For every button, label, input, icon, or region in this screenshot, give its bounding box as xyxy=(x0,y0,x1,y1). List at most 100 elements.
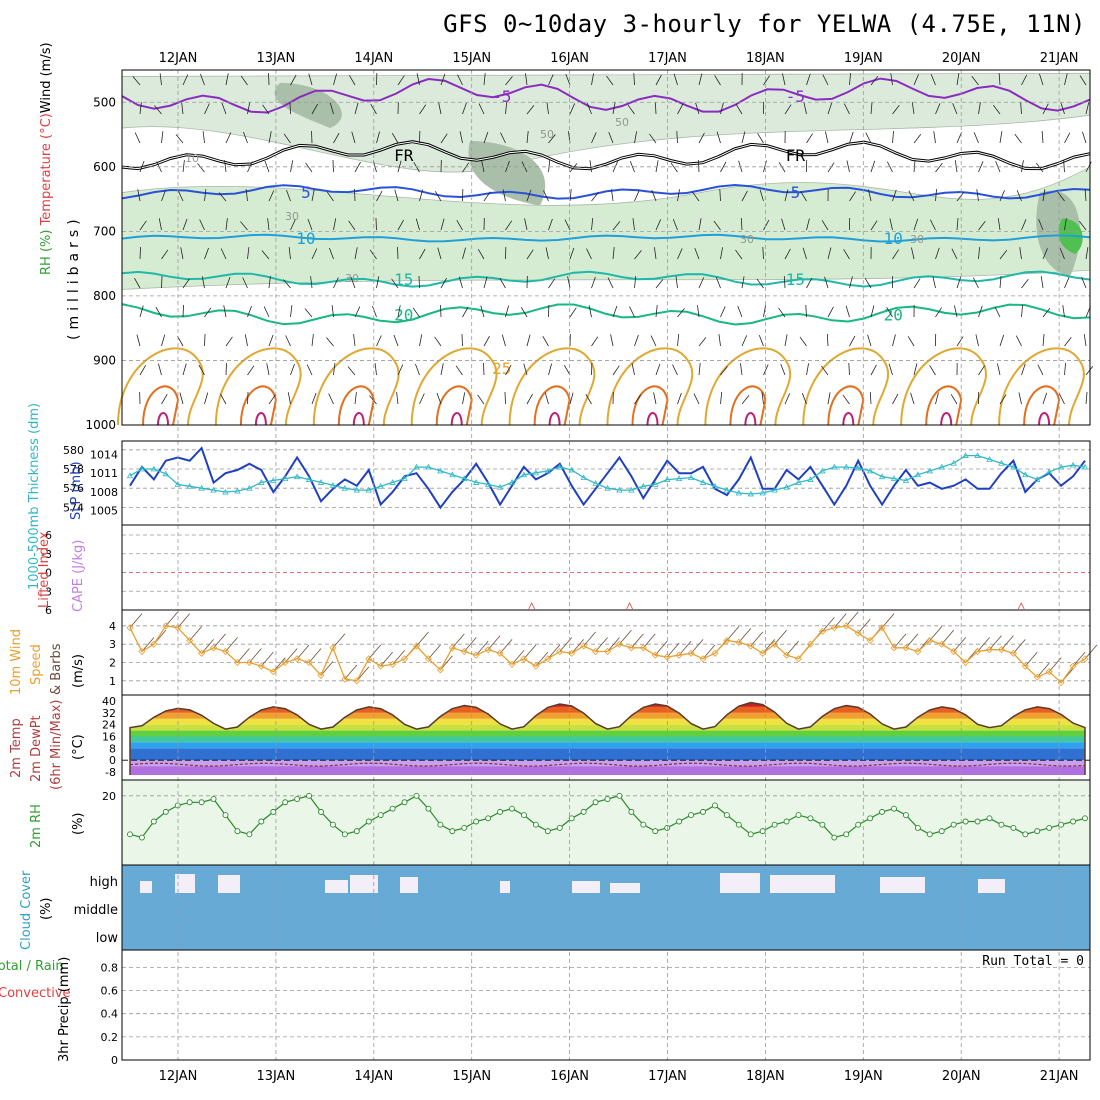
wind-barb-10m xyxy=(380,651,393,667)
temp-contour-30 xyxy=(729,385,767,426)
wind-barb xyxy=(913,160,916,173)
ytick-label: 3 xyxy=(109,638,116,651)
temp-contour-25 xyxy=(704,347,792,426)
temp-contour-25 xyxy=(312,347,400,426)
wind-barb xyxy=(978,247,980,260)
wind-barb xyxy=(1040,276,1044,289)
wind-barb xyxy=(677,189,680,202)
wind-barb xyxy=(869,392,872,405)
wind-speed-point xyxy=(377,662,385,670)
thickness-point xyxy=(795,479,802,485)
wind-barb xyxy=(870,220,878,231)
wind-barb-10m xyxy=(1025,651,1038,667)
wind-barb xyxy=(892,104,900,115)
wind-barb xyxy=(329,247,334,260)
wind-barb xyxy=(870,102,873,115)
wind-barb xyxy=(161,275,163,289)
wind-barb xyxy=(952,103,958,115)
wind-barb xyxy=(935,392,939,405)
wind-barb xyxy=(784,248,791,260)
panel-frame-precip xyxy=(121,949,1091,1061)
wind-barb-10m xyxy=(487,635,501,650)
rh-point xyxy=(807,815,814,822)
wind-barb xyxy=(1016,190,1022,202)
rh-point xyxy=(771,821,778,828)
wind-barb xyxy=(913,278,921,289)
wind-barb xyxy=(353,334,356,347)
wind-barb xyxy=(526,189,532,202)
thickness-point xyxy=(150,465,158,472)
temp-band xyxy=(130,748,1085,761)
wind-barb xyxy=(397,305,401,318)
wind-barb xyxy=(1021,305,1023,318)
wind-speed-point xyxy=(985,646,994,654)
wind-barb xyxy=(827,306,834,318)
wind-barb-10m xyxy=(416,631,429,647)
wind-speed-point xyxy=(353,677,361,685)
wind-barb xyxy=(419,104,427,115)
series-wind-speed xyxy=(129,625,1086,684)
wind-barb xyxy=(440,363,444,376)
wind-barb xyxy=(483,191,491,202)
rh-point xyxy=(306,792,313,799)
wind-barb xyxy=(676,131,678,144)
wind-barb xyxy=(892,131,894,144)
wind-barb xyxy=(780,363,786,376)
wind-barb xyxy=(350,276,356,289)
date-label-bottom: 19JAN xyxy=(844,1069,883,1084)
wind-barb xyxy=(311,130,313,144)
temp-contour-35 xyxy=(254,412,267,426)
wind-barb xyxy=(372,305,377,318)
wind-barb xyxy=(693,393,700,405)
cape-ylabel: CAPE (J/kg) xyxy=(71,540,86,612)
temp-contour-30 xyxy=(337,385,375,426)
run-total: Run Total = 0 xyxy=(982,954,1084,969)
wind-barb xyxy=(391,278,399,289)
cloud-block-high xyxy=(175,874,195,893)
wind-barb xyxy=(608,131,614,144)
wind-barb xyxy=(462,247,466,260)
rh-point xyxy=(688,812,695,819)
wind-barb xyxy=(242,277,248,289)
wind-barb xyxy=(1083,334,1087,347)
series-slp xyxy=(129,446,1086,510)
wind-barb xyxy=(591,336,599,347)
wind-barb xyxy=(929,365,936,376)
wind-barb xyxy=(698,73,703,86)
wind-barb xyxy=(806,73,811,86)
thickness-point xyxy=(1057,463,1065,470)
wind-speed-point xyxy=(412,642,421,650)
wind-barb xyxy=(956,218,959,231)
rh-point xyxy=(962,818,969,825)
wind-speed-point xyxy=(926,636,934,645)
wind-barb xyxy=(737,305,743,318)
wind-barb xyxy=(651,189,657,202)
wind-barb xyxy=(393,334,399,347)
wind-barb xyxy=(756,278,764,289)
rh-point xyxy=(843,831,850,838)
wind-speed-point xyxy=(1021,662,1029,670)
rh-contour-label: 30 xyxy=(345,272,359,285)
wind-barb-10m xyxy=(834,613,847,628)
wind-speed-point xyxy=(782,651,791,659)
wind-barb xyxy=(199,219,205,231)
temp-contour-30 xyxy=(142,385,180,426)
wind-barb xyxy=(283,133,291,144)
wind-barb xyxy=(1059,248,1065,260)
wind-barb xyxy=(677,308,685,318)
cloud-level-label: high xyxy=(90,875,118,890)
wind-barb xyxy=(698,277,705,289)
rh-point xyxy=(616,792,623,799)
wind-barb xyxy=(825,131,829,144)
wind-barb xyxy=(459,131,463,144)
ytick-label: 1 xyxy=(109,675,116,688)
wind-barb xyxy=(268,190,275,202)
wind-barb xyxy=(354,188,356,202)
rh-point xyxy=(413,792,420,799)
temp-contour-35 xyxy=(1038,412,1051,426)
wind-barb xyxy=(348,220,356,231)
contour-label: FR xyxy=(786,146,806,165)
wind-speed-point xyxy=(424,655,433,663)
thickness-point xyxy=(389,479,396,485)
wind-barb xyxy=(1064,336,1072,347)
